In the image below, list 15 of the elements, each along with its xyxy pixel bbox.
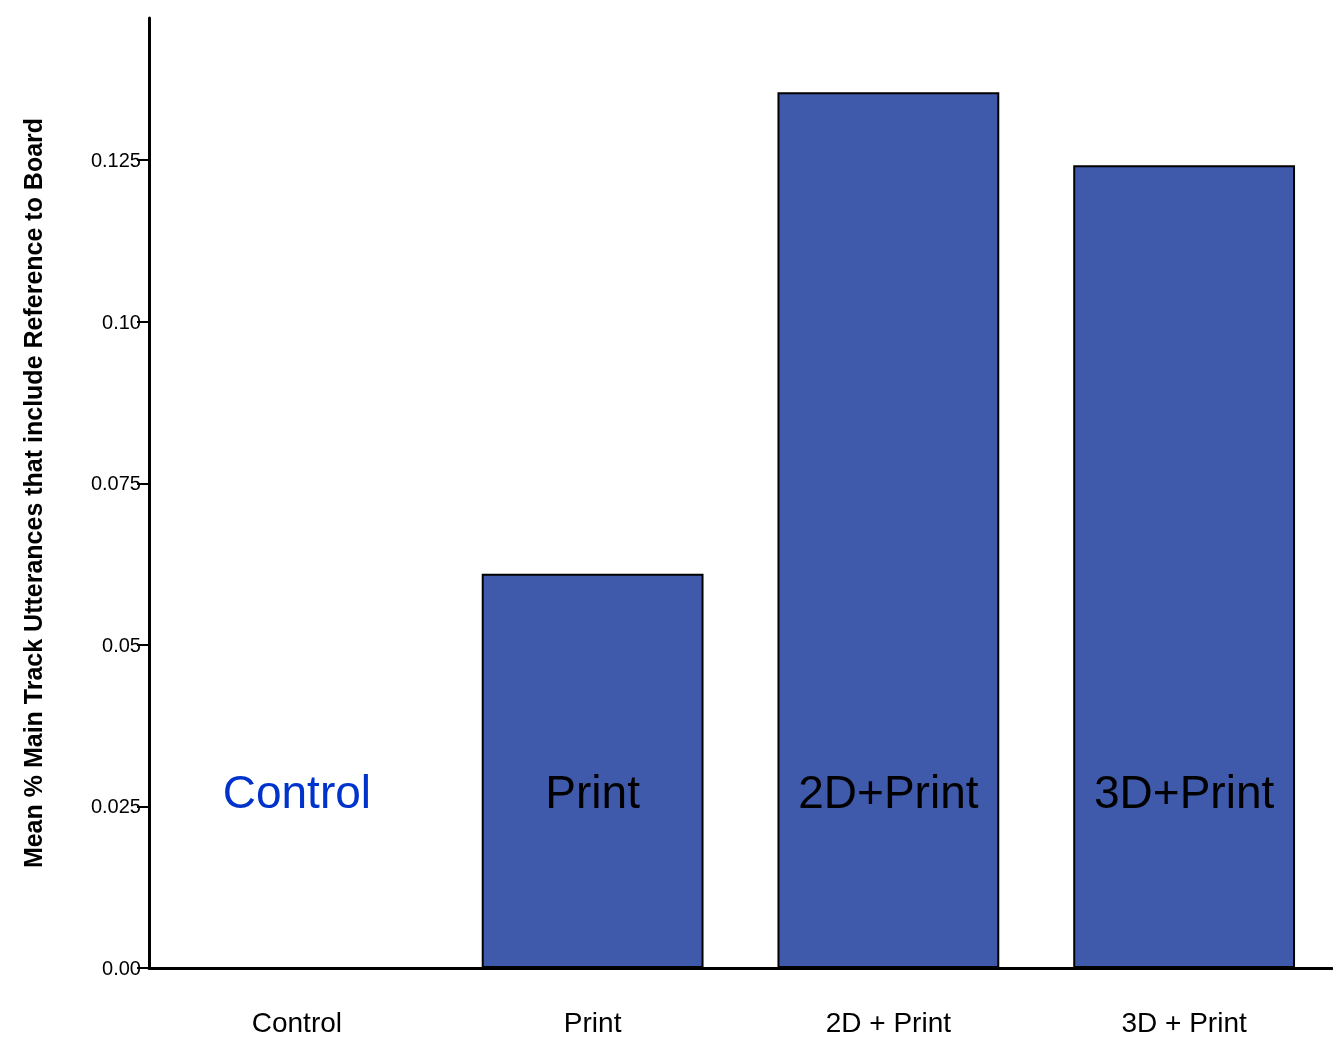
x-tick-label: Print [545, 766, 641, 819]
y-tick-label: 0.00 [102, 957, 141, 979]
text: Print [563, 1006, 622, 1038]
x-tick-label: Control [222, 766, 372, 819]
y-tick-label: 0.075 [90, 472, 141, 495]
text: 3D + Print [1121, 1006, 1247, 1038]
y-tick-label: 0.025 [90, 795, 141, 818]
y-tick-label: 0.125 [90, 149, 141, 172]
y-tick-label: 0.05 [102, 633, 141, 656]
text: 2D + Print [825, 1006, 952, 1038]
text: Control [251, 1006, 343, 1038]
x-tick-label: 2D+Print [798, 766, 979, 819]
x-tick-label: 3D+Print [1094, 766, 1275, 819]
y-axis-title: Mean % Main Track Utterances that include Reference to Board [18, 117, 47, 869]
y-tick-label: 0.10 [102, 310, 141, 333]
